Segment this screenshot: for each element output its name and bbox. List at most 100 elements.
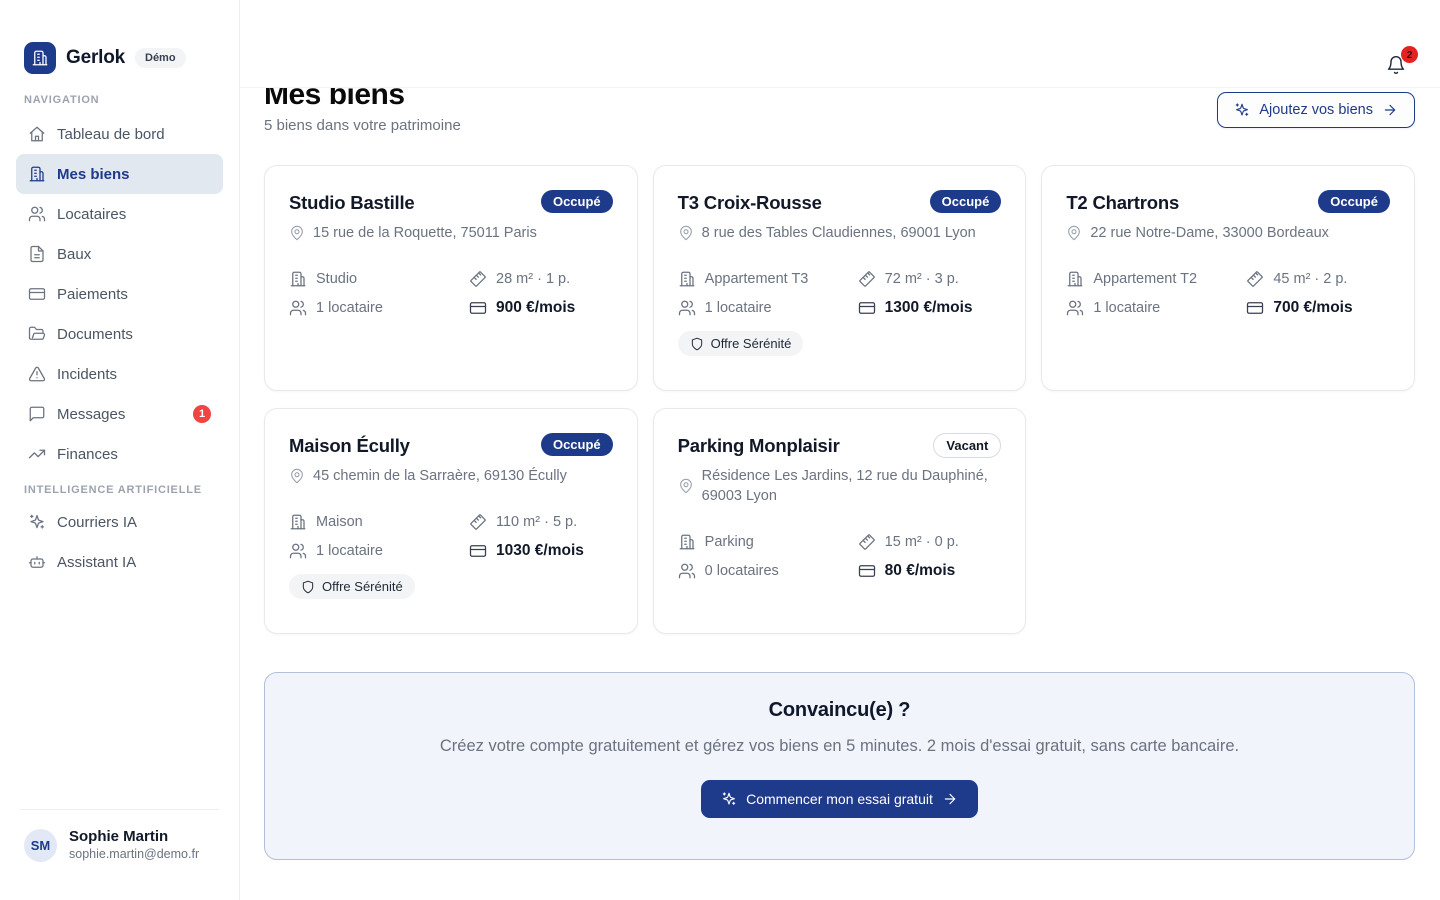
map-pin-icon bbox=[678, 478, 694, 494]
sidebar-item-tableau-de-bord[interactable]: Tableau de bord bbox=[16, 114, 223, 154]
ruler-icon bbox=[1246, 270, 1264, 288]
ruler-icon bbox=[858, 533, 876, 551]
sidebar-divider bbox=[20, 809, 219, 810]
sidebar-item-courriers-ia[interactable]: Courriers IA bbox=[16, 502, 223, 542]
building-icon bbox=[28, 165, 46, 183]
sidebar-item-label: Baux bbox=[57, 245, 92, 263]
bot-icon bbox=[28, 553, 46, 571]
building-icon bbox=[289, 513, 307, 531]
map-pin-icon bbox=[678, 225, 694, 241]
main-content: 2 Mes biens 5 biens dans votre patrimoin… bbox=[240, 0, 1440, 900]
property-type: Studio bbox=[316, 271, 358, 287]
sidebar-spacer bbox=[0, 582, 239, 809]
property-tenants: 1 locataire bbox=[704, 300, 772, 316]
ruler-icon bbox=[469, 270, 487, 288]
map-pin-icon bbox=[1066, 225, 1082, 241]
status-badge: Occupé bbox=[929, 190, 1002, 213]
users-icon bbox=[289, 542, 307, 560]
map-pin-icon bbox=[289, 468, 305, 484]
sidebar-item-paiements[interactable]: Paiements bbox=[16, 274, 223, 314]
map-pin-icon bbox=[289, 225, 305, 241]
users-icon bbox=[289, 299, 307, 317]
sidebar-item-documents[interactable]: Documents bbox=[16, 314, 223, 354]
users-icon bbox=[678, 299, 696, 317]
ai-nav: Courriers IA Assistant IA bbox=[16, 502, 223, 582]
credit-card-icon bbox=[28, 285, 46, 303]
ruler-icon bbox=[469, 513, 487, 531]
arrow-right-icon bbox=[942, 791, 958, 807]
property-card-t3-croix-rousse[interactable]: T3 Croix-Rousse Occupé 8 rue des Tables … bbox=[652, 165, 1027, 391]
user-profile[interactable]: SM Sophie Martin sophie.martin@demo.fr bbox=[24, 828, 215, 862]
demo-badge: Démo bbox=[135, 48, 186, 68]
avatar: SM bbox=[24, 828, 57, 862]
property-type: Maison bbox=[316, 514, 363, 530]
notifications-button[interactable]: 2 bbox=[1384, 46, 1418, 78]
property-surface: 72 m² · 3 p. bbox=[884, 271, 959, 287]
sidebar-item-messages[interactable]: Messages 1 bbox=[16, 394, 223, 434]
property-address: 22 rue Notre-Dame, 33000 Bordeaux bbox=[1090, 225, 1329, 241]
serenity-offer-label: Offre Sérénité bbox=[710, 336, 792, 351]
sidebar-item-label: Tableau de bord bbox=[57, 125, 165, 143]
messages-unread-badge: 1 bbox=[193, 405, 211, 423]
property-card-maison-ecully[interactable]: Maison Écully Occupé 45 chemin de la Sar… bbox=[264, 408, 638, 634]
property-surface: 110 m² · 5 p. bbox=[496, 514, 578, 530]
start-trial-label: Commencer mon essai gratuit bbox=[746, 791, 933, 807]
property-rent: 80 €/mois bbox=[884, 562, 956, 579]
property-address: 8 rue des Tables Claudiennes, 69001 Lyon bbox=[701, 225, 976, 241]
property-rent: 700 €/mois bbox=[1273, 299, 1353, 316]
sidebar-item-label: Mes biens bbox=[57, 165, 130, 183]
property-card-studio-bastille[interactable]: Studio Bastille Occupé 15 rue de la Roqu… bbox=[264, 165, 638, 391]
serenity-offer-badge: Offre Sérénité bbox=[289, 574, 415, 599]
sidebar-item-label: Paiements bbox=[57, 285, 128, 303]
credit-card-icon bbox=[469, 542, 487, 560]
credit-card-icon bbox=[469, 299, 487, 317]
brand-logo[interactable] bbox=[24, 42, 56, 74]
sidebar-item-finances[interactable]: Finances bbox=[16, 434, 223, 474]
property-type: Appartement T3 bbox=[704, 271, 809, 287]
property-tenants: 1 locataire bbox=[1093, 300, 1161, 316]
property-name: T3 Croix-Rousse bbox=[677, 192, 822, 213]
nav-section-label: NAVIGATION bbox=[24, 94, 100, 106]
property-name: Studio Bastille bbox=[289, 192, 415, 213]
building-icon bbox=[678, 533, 696, 551]
folder-open-icon bbox=[28, 325, 46, 343]
property-card-parking-monplaisir[interactable]: Parking Monplaisir Vacant Résidence Les … bbox=[652, 408, 1027, 634]
sidebar-item-assistant-ia[interactable]: Assistant IA bbox=[16, 542, 223, 582]
page-subtitle: 5 biens dans votre patrimoine bbox=[264, 117, 461, 134]
sidebar-item-label: Finances bbox=[57, 445, 118, 463]
start-trial-button[interactable]: Commencer mon essai gratuit bbox=[701, 780, 978, 818]
sidebar: Gerlok Démo NAVIGATION Tableau de bord M… bbox=[0, 0, 240, 900]
sidebar-item-mes-biens[interactable]: Mes biens bbox=[16, 154, 223, 194]
ai-section-label: INTELLIGENCE ARTIFICIELLE bbox=[24, 484, 202, 496]
property-type: Parking bbox=[704, 534, 754, 550]
status-badge: Occupé bbox=[540, 433, 613, 456]
building-icon bbox=[1066, 270, 1084, 288]
property-card-t2-chartrons[interactable]: T2 Chartrons Occupé 22 rue Notre-Dame, 3… bbox=[1041, 165, 1415, 391]
credit-card-icon bbox=[858, 299, 876, 317]
sidebar-item-incidents[interactable]: Incidents bbox=[16, 354, 223, 394]
sidebar-item-baux[interactable]: Baux bbox=[16, 234, 223, 274]
message-square-icon bbox=[28, 405, 46, 423]
add-properties-button[interactable]: Ajoutez vos biens bbox=[1217, 92, 1415, 128]
notification-count-badge: 2 bbox=[1401, 46, 1418, 63]
property-type: Appartement T2 bbox=[1093, 271, 1198, 287]
user-info: Sophie Martin sophie.martin@demo.fr bbox=[69, 828, 199, 862]
property-surface: 45 m² · 2 p. bbox=[1273, 271, 1348, 287]
serenity-offer-label: Offre Sérénité bbox=[322, 579, 403, 594]
building-icon bbox=[289, 270, 307, 288]
property-tenants: 0 locataires bbox=[704, 563, 779, 579]
file-text-icon bbox=[28, 245, 46, 263]
main-nav: Tableau de bord Mes biens Locataires Bau… bbox=[16, 114, 223, 474]
brand-name: Gerlok bbox=[66, 47, 125, 68]
trial-cta-panel: Convaincu(e) ? Créez votre compte gratui… bbox=[264, 672, 1415, 860]
property-rent: 900 €/mois bbox=[496, 299, 576, 316]
credit-card-icon bbox=[1246, 299, 1264, 317]
property-address: Résidence Les Jardins, 12 rue du Dauphin… bbox=[701, 468, 988, 504]
sidebar-item-label: Locataires bbox=[57, 205, 127, 223]
user-name: Sophie Martin bbox=[69, 828, 169, 845]
topbar: 2 bbox=[240, 0, 1440, 88]
property-tenants: 1 locataire bbox=[316, 543, 383, 559]
sparkles-icon bbox=[721, 791, 737, 807]
sidebar-item-locataires[interactable]: Locataires bbox=[16, 194, 223, 234]
